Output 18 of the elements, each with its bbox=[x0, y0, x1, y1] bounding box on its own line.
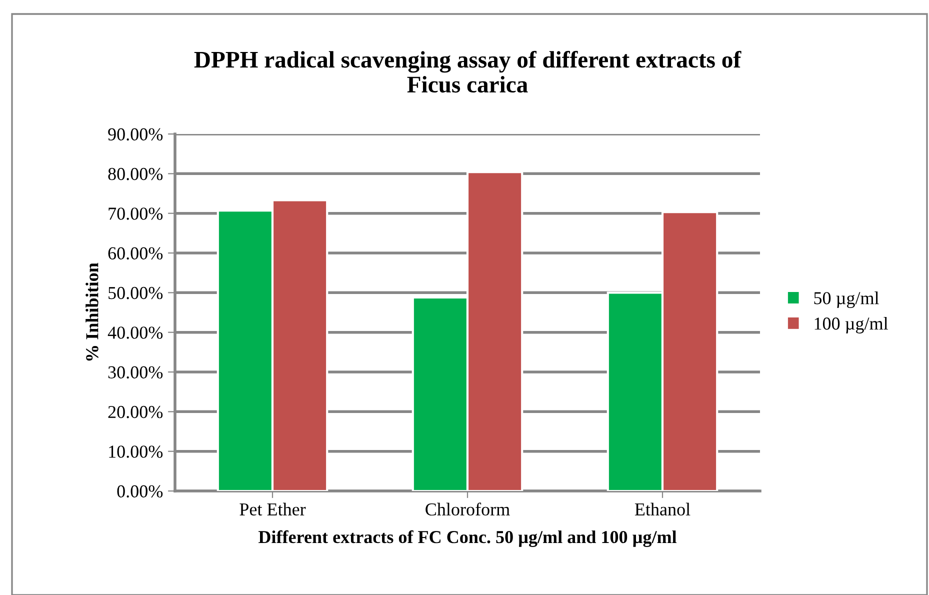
y-axis-title: % Inhibition bbox=[86, 262, 98, 361]
legend-label: 50 µg/ml bbox=[814, 292, 879, 308]
x-tick-label: Chloroform bbox=[426, 502, 510, 516]
y-tick-label: 70.00% bbox=[108, 208, 163, 220]
chart-title: DPPH radical scavenging assay of different extracts of Ficus carica bbox=[194, 50, 742, 93]
y-tick-label: 90.00% bbox=[108, 128, 163, 141]
x-tick-label: Ethanol bbox=[634, 502, 690, 516]
y-tick-label: 50.00% bbox=[108, 286, 163, 300]
y-tick-label: 80.00% bbox=[108, 168, 163, 180]
y-tick-label: 60.00% bbox=[108, 247, 163, 260]
legend-label: 100 µg/ml bbox=[814, 317, 888, 334]
y-tick-label: 30.00% bbox=[108, 366, 163, 379]
x-tick-label: Pet Ether bbox=[240, 502, 306, 516]
y-tick-label: 40.00% bbox=[108, 326, 163, 339]
y-tick-label: 20.00% bbox=[108, 406, 163, 418]
x-axis-title: Different extracts of FC Conc. 50 µg/ml and 100 µg/ml bbox=[258, 530, 677, 547]
y-tick-label: 10.00% bbox=[109, 446, 163, 458]
y-tick-label: 0.00% bbox=[117, 485, 163, 498]
